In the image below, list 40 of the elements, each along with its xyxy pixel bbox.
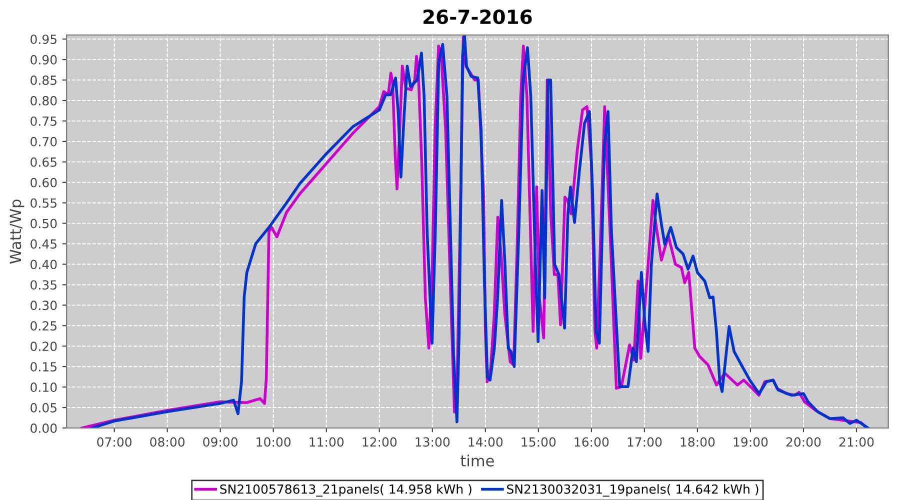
y-tick-label: 0.15: [30, 362, 56, 372]
x-tick-label: 09:00: [203, 437, 238, 447]
y-tick-label: 0.20: [30, 342, 57, 352]
y-tick-label: 0.45: [30, 239, 56, 249]
x-tick-label: 15:00: [522, 437, 556, 447]
y-tick-label: 0.35: [30, 280, 56, 290]
x-tick-label: 20:00: [786, 437, 821, 447]
x-tick-label: 10:00: [256, 437, 291, 447]
x-axis-title: time: [460, 454, 494, 467]
x-tick-label: 21:00: [839, 437, 874, 447]
y-tick-label: 0.65: [30, 157, 56, 167]
legend-label: SN2130032031_19panels( 14.642 kWh ): [507, 484, 758, 497]
y-tick-label: 0.50: [30, 218, 57, 228]
x-tick-label: 14:00: [468, 437, 503, 447]
x-tick-label: 07:00: [97, 437, 132, 447]
y-tick-label: 0.85: [30, 76, 56, 85]
y-tick-label: 0.80: [30, 96, 57, 106]
chart-title: 26-7-2016: [424, 9, 532, 24]
y-tick-label: 0.00: [30, 423, 57, 433]
y-tick-label: 0.30: [30, 300, 57, 310]
x-tick-label: 17:00: [628, 437, 662, 447]
x-tick-label: 13:00: [416, 437, 450, 447]
legend-label: SN2100578613_21panels( 14.958 kWh ): [220, 484, 472, 497]
y-tick-label: 0.60: [30, 178, 57, 188]
y-tick-label: 0.25: [30, 321, 56, 331]
x-tick-label: 19:00: [734, 437, 768, 447]
y-tick-label: 0.70: [30, 136, 57, 146]
y-tick-label: 0.75: [30, 116, 56, 126]
y-tick-label: 0.95: [30, 34, 56, 44]
y-tick-label: 0.90: [30, 55, 57, 64]
x-tick-label: 11:00: [310, 437, 344, 447]
x-tick-label: 08:00: [150, 437, 185, 447]
x-tick-label: 18:00: [680, 437, 715, 447]
y-axis-title: Watt/Wp: [10, 200, 24, 264]
y-tick-label: 0.10: [30, 382, 57, 392]
x-tick-label: 16:00: [574, 437, 609, 447]
y-tick-label: 0.05: [30, 403, 56, 412]
x-tick-label: 12:00: [362, 437, 397, 447]
y-tick-label: 0.40: [30, 260, 57, 270]
y-tick-label: 0.55: [30, 198, 56, 208]
